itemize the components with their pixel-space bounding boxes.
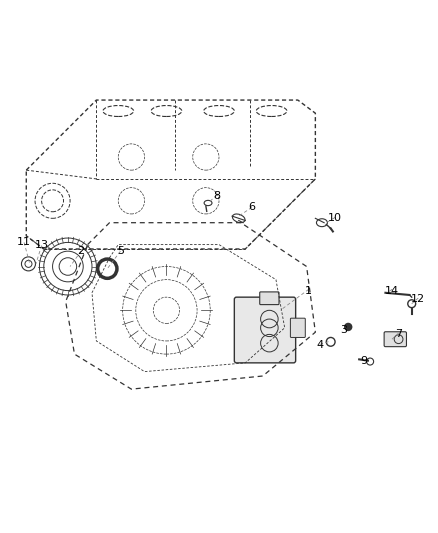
Text: 10: 10 bbox=[328, 213, 342, 223]
Text: 11: 11 bbox=[17, 237, 31, 247]
Text: 6: 6 bbox=[248, 203, 255, 212]
Text: 3: 3 bbox=[340, 325, 347, 335]
Text: 12: 12 bbox=[411, 294, 425, 304]
Text: 8: 8 bbox=[213, 191, 220, 201]
Text: 13: 13 bbox=[35, 240, 49, 251]
FancyBboxPatch shape bbox=[384, 332, 406, 346]
FancyBboxPatch shape bbox=[234, 297, 296, 363]
Text: 9: 9 bbox=[360, 356, 367, 366]
Text: 4: 4 bbox=[316, 341, 323, 350]
Text: 2: 2 bbox=[78, 246, 85, 256]
FancyBboxPatch shape bbox=[290, 318, 305, 337]
Text: 5: 5 bbox=[117, 246, 124, 256]
Text: 1: 1 bbox=[305, 286, 312, 296]
Circle shape bbox=[345, 324, 352, 330]
Text: 7: 7 bbox=[395, 329, 402, 340]
FancyBboxPatch shape bbox=[260, 292, 279, 304]
Text: 14: 14 bbox=[385, 286, 399, 296]
